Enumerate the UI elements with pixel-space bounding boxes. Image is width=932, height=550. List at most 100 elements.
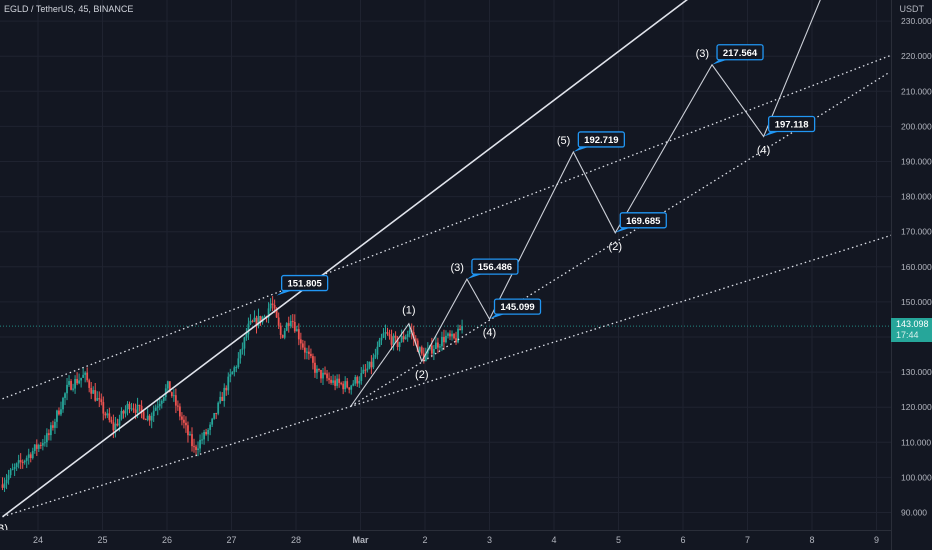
candle-body (305, 351, 308, 353)
candle-body (50, 425, 52, 436)
price-label-text: 169.685 (626, 216, 661, 227)
candle-body (459, 328, 461, 331)
y-tick-label: 210.000 (901, 86, 932, 96)
plot-layer: (1) (2) (3) (4) (5) (2) (3) (4) (B) 151.805 156.48… (0, 0, 891, 535)
candle-body (197, 448, 199, 450)
candle-body (102, 402, 105, 414)
price-label-box (280, 274, 329, 292)
candle-body (235, 367, 238, 369)
x-tick-label: 25 (97, 535, 107, 545)
candle-body (183, 419, 185, 423)
candle-body (346, 381, 349, 388)
candle-body (453, 333, 455, 339)
candle-body (140, 405, 143, 412)
candle-body (179, 406, 181, 417)
candle-body (360, 373, 363, 381)
candle-body (132, 408, 135, 410)
candle-body (303, 347, 306, 353)
y-tick-label: 160.000 (901, 262, 932, 272)
candle-body (124, 409, 127, 414)
candle-body (237, 358, 240, 368)
candle-body (126, 403, 129, 410)
candle-body (245, 334, 248, 338)
candle-body (156, 406, 159, 408)
price-label-pointer (615, 227, 631, 233)
candle-body (54, 421, 56, 428)
candle-body (3, 483, 6, 488)
candle-body (7, 475, 10, 480)
candle-body (219, 396, 222, 403)
candle-body (116, 423, 119, 426)
candle-body (130, 408, 133, 410)
candle-body (334, 380, 337, 386)
candle-body (366, 368, 369, 371)
wave-projection-path (350, 0, 821, 407)
candle-body (279, 325, 282, 336)
candle-body (27, 454, 30, 458)
candle-body (451, 333, 453, 337)
candle-body (402, 336, 405, 340)
candle-body (287, 323, 290, 326)
candle-body (255, 317, 258, 327)
candle-body (174, 395, 177, 406)
candle-body (43, 442, 46, 444)
candle-body (372, 357, 375, 368)
candle-body (259, 315, 262, 323)
candle-body (420, 347, 423, 354)
candle-body (251, 320, 254, 322)
candle-body (25, 457, 28, 461)
candle-body (378, 340, 381, 347)
candle-body (11, 468, 14, 470)
y-tick-label: 230.000 (901, 16, 932, 26)
candle-body (138, 404, 141, 406)
y-tick-label: 190.000 (901, 157, 932, 167)
wave-label-corner: (B) (0, 523, 8, 535)
candle-body (144, 419, 147, 421)
candle-body (211, 418, 214, 425)
candle-body (98, 398, 101, 400)
candle-body (338, 378, 341, 383)
price-label-text: 192.719 (584, 135, 618, 146)
candle-body (199, 439, 201, 449)
candle-body (374, 354, 377, 358)
candle-body (277, 317, 280, 326)
price-label-box (767, 115, 816, 133)
candle-body (52, 425, 54, 428)
candle-body (368, 361, 371, 369)
candle-body (269, 303, 272, 309)
candle-body (231, 371, 234, 375)
candle-body (356, 377, 359, 384)
candle-body (273, 305, 276, 309)
wave-label: (1) (402, 305, 415, 317)
candle-body (162, 397, 165, 401)
candle-body (243, 337, 246, 349)
candle-body (449, 333, 451, 337)
candle-body (439, 346, 441, 348)
price-label-text: 151.805 (287, 279, 322, 290)
candle-body (241, 348, 244, 350)
price-label-pointer (763, 131, 779, 137)
x-tick-label: 2 (422, 535, 427, 545)
candle-body (301, 343, 304, 348)
candle-body (443, 336, 445, 343)
candle-body (400, 336, 403, 343)
candle-body (316, 368, 318, 373)
candle-body (76, 378, 79, 384)
candle-body (154, 407, 157, 411)
candle-body (441, 336, 443, 347)
candle-body (112, 422, 115, 431)
candle-body (370, 361, 373, 368)
candle-body (68, 381, 70, 385)
candle-body (267, 308, 270, 318)
candle-body (217, 402, 220, 414)
wave-label: (4) (483, 327, 496, 339)
y-tick-label: 200.000 (901, 121, 932, 131)
candle-body (70, 381, 72, 390)
candle-body (326, 373, 328, 379)
candle-body (39, 444, 42, 446)
candle-body (37, 444, 40, 449)
candle-body (45, 433, 48, 443)
candle-body (457, 328, 459, 343)
